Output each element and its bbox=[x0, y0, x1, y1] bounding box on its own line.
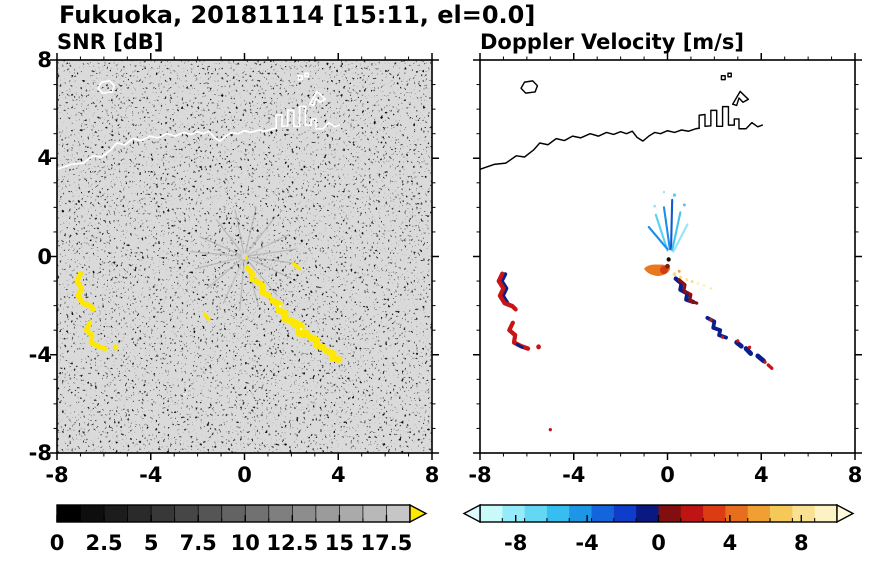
colorbar-tick-label: 7.5 bbox=[179, 531, 217, 555]
velocity-echo-west bbox=[496, 271, 541, 351]
tick-label: 0 bbox=[237, 463, 252, 487]
tick-label: -8 bbox=[468, 463, 492, 487]
snr-colorbar bbox=[39, 503, 428, 527]
snr-plot-canvas bbox=[57, 60, 432, 453]
tick-label: 4 bbox=[753, 463, 769, 487]
tick-label: 4 bbox=[330, 463, 346, 487]
velocity-x-axis-labels: -8 -4 0 4 8 bbox=[468, 463, 862, 489]
tick-label: 0 bbox=[660, 463, 675, 487]
snr-plot bbox=[50, 53, 439, 460]
velocity-origin-dot bbox=[666, 257, 671, 262]
velocity-mixed-band-southeast bbox=[673, 276, 774, 370]
colorbar-tick-label: 0 bbox=[49, 531, 65, 555]
snr-white-fleck bbox=[183, 392, 187, 396]
velocity-plot bbox=[473, 53, 862, 460]
figure-title: Fukuoka, 20181114 [15:11, el=0.0] bbox=[59, 1, 536, 29]
colorbar-tick-label: -4 bbox=[575, 531, 599, 555]
colorbar-tick-label: 8 bbox=[793, 531, 809, 555]
snr-colorbar-labels: 0 2.5 5 7.5 10 12.5 15 17.5 bbox=[50, 531, 413, 559]
colorbar-tick-label: 4 bbox=[722, 531, 738, 555]
velocity-colorbar bbox=[462, 503, 855, 527]
tick-label: 8 bbox=[847, 463, 863, 487]
colorbar-tick-label: 17.5 bbox=[360, 531, 413, 555]
tick-label: 8 bbox=[424, 463, 440, 487]
velocity-isolated-dot bbox=[548, 427, 552, 432]
velocity-receding-cell bbox=[644, 263, 713, 290]
tick-label: -4 bbox=[139, 463, 163, 487]
tick-label: 0 bbox=[37, 244, 52, 269]
tick-label: -8 bbox=[45, 463, 69, 487]
snr-white-fleck bbox=[300, 327, 303, 331]
snr-panel-title: SNR [dB] bbox=[57, 30, 164, 54]
snr-echo-west-dot bbox=[112, 344, 119, 351]
colorbar-tick-label: 5 bbox=[143, 531, 159, 555]
coastline-velocity bbox=[480, 73, 762, 169]
colorbar-tick-label: 10 bbox=[230, 531, 260, 555]
velocity-panel-title: Doppler Velocity [m/s] bbox=[480, 30, 744, 54]
tick-label: -4 bbox=[28, 342, 52, 367]
colorbar-tick-label: -8 bbox=[504, 531, 528, 555]
tick-label: 4 bbox=[37, 146, 52, 171]
colorbar-tick-label: 0 bbox=[651, 531, 666, 555]
colorbar-svg bbox=[56, 503, 428, 524]
velocity-approaching-spray bbox=[647, 190, 689, 253]
tick-label: -4 bbox=[562, 463, 586, 487]
snr-x-axis-labels: -8 -4 0 4 8 bbox=[45, 463, 439, 489]
snr-white-fleck bbox=[278, 304, 282, 308]
radar-origin-core bbox=[244, 256, 248, 259]
colorbar-tick-label: 15 bbox=[324, 531, 355, 555]
tick-label: 8 bbox=[37, 48, 52, 72]
colorbar-svg bbox=[462, 503, 855, 524]
snr-y-axis-labels: 8 4 0 -4 -8 bbox=[16, 48, 52, 465]
colorbar-tick-label: 2.5 bbox=[85, 531, 123, 555]
colorbar-tick-label: 12.5 bbox=[266, 531, 319, 555]
velocity-colorbar-labels: -8 -4 0 4 8 bbox=[480, 531, 837, 559]
tick-label: -8 bbox=[28, 441, 52, 465]
velocity-plot-canvas bbox=[480, 60, 855, 432]
